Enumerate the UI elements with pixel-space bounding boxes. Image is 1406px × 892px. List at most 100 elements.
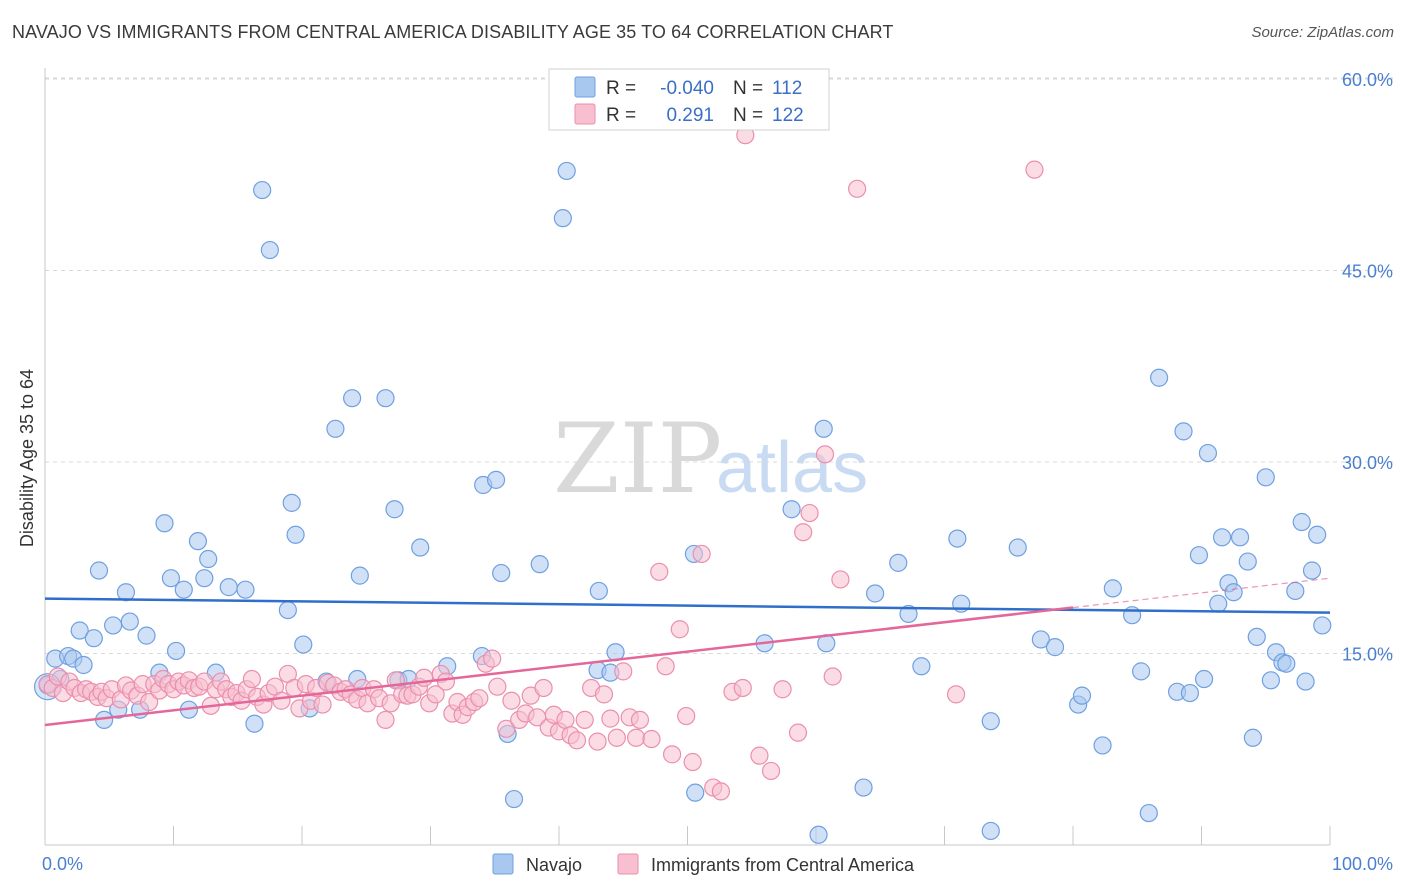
point-immigrants — [614, 662, 633, 681]
point-immigrants — [773, 680, 792, 699]
point-immigrants — [750, 746, 769, 765]
point-navajo — [350, 566, 369, 585]
bottom-legend-swatch-navajo — [492, 853, 514, 875]
point-navajo — [854, 778, 873, 797]
point-navajo — [174, 580, 193, 599]
point-navajo — [809, 825, 828, 844]
chart-title: NAVAJO VS IMMIGRANTS FROM CENTRAL AMERIC… — [12, 22, 894, 42]
point-immigrants — [848, 179, 867, 198]
point-immigrants — [800, 503, 819, 523]
point-immigrants — [630, 710, 650, 729]
point-navajo — [686, 783, 705, 802]
point-navajo — [530, 555, 549, 574]
point-immigrants — [594, 685, 614, 704]
legend-r-value-immigrants: 0.291 — [666, 105, 714, 126]
point-navajo — [981, 821, 1000, 841]
point-navajo — [1093, 736, 1112, 755]
point-navajo — [155, 514, 174, 533]
point-immigrants — [488, 677, 507, 696]
point-immigrants — [414, 668, 434, 687]
point-immigrants — [1025, 160, 1044, 179]
point-navajo — [1230, 528, 1250, 547]
point-immigrants — [313, 695, 332, 714]
point-navajo — [1194, 669, 1214, 689]
point-immigrants — [272, 691, 291, 710]
point-navajo — [866, 584, 885, 603]
point-navajo — [1224, 583, 1243, 602]
point-navajo — [260, 240, 279, 260]
point-navajo — [1008, 538, 1027, 557]
trend-lines — [44, 577, 1331, 727]
legend-n-value-navajo: 112 — [772, 78, 802, 99]
point-navajo — [278, 600, 297, 620]
point-navajo — [294, 635, 313, 654]
point-navajo — [161, 569, 181, 588]
point-navajo — [1313, 616, 1332, 635]
point-navajo — [899, 604, 918, 624]
point-immigrants — [946, 685, 966, 704]
point-navajo — [84, 629, 103, 648]
stats-legend: R = -0.040 N = 112 R = 0.291 N = 122 — [548, 68, 830, 131]
point-immigrants — [650, 562, 669, 581]
trend-line-immigrants — [44, 606, 1074, 727]
point-navajo — [253, 180, 272, 200]
point-immigrants — [567, 731, 587, 750]
point-navajo — [1139, 803, 1158, 823]
point-navajo — [1132, 662, 1151, 681]
point-immigrants — [426, 685, 445, 704]
point-immigrants — [761, 761, 781, 781]
point-navajo — [343, 389, 362, 408]
point-navajo — [326, 419, 345, 438]
point-navajo — [1247, 627, 1266, 647]
point-navajo — [553, 209, 572, 228]
point-navajo — [1031, 630, 1050, 649]
point-navajo — [236, 580, 255, 599]
point-navajo — [411, 538, 430, 557]
point-navajo — [1261, 671, 1280, 690]
point-navajo — [1286, 581, 1305, 601]
stats-legend-box — [548, 68, 830, 131]
point-navajo — [486, 470, 506, 489]
point-immigrants — [711, 782, 731, 801]
point-navajo — [376, 389, 395, 408]
bottom-legend-label-immigrants: Immigrants from Central America — [651, 855, 915, 875]
point-immigrants — [139, 692, 159, 712]
point-immigrants — [483, 649, 502, 668]
legend-n-value-immigrants: 122 — [772, 105, 804, 126]
series-immigrants-points — [38, 126, 1044, 801]
point-navajo — [912, 657, 931, 676]
point-navajo — [1212, 528, 1232, 547]
point-navajo — [1243, 728, 1263, 747]
point-navajo — [1292, 512, 1311, 532]
point-navajo — [1174, 422, 1193, 441]
point-immigrants — [656, 657, 675, 676]
x-tick-labels: 0.0% 100.0% — [42, 854, 1393, 874]
point-immigrants — [831, 570, 850, 589]
point-immigrants — [502, 691, 521, 710]
point-immigrants — [242, 669, 261, 689]
y-axis-title: Disability Age 35 to 64 — [17, 369, 37, 547]
point-navajo — [782, 500, 801, 519]
legend-swatch-immigrants — [574, 103, 596, 125]
watermark-zip: ZIP — [553, 403, 722, 515]
point-navajo — [245, 714, 264, 733]
point-immigrants — [534, 678, 553, 698]
point-navajo — [74, 655, 93, 675]
point-immigrants — [815, 445, 835, 464]
x-tick-label-min: 0.0% — [42, 854, 83, 874]
point-navajo — [1256, 468, 1275, 487]
legend-swatch-navajo — [574, 76, 596, 98]
point-navajo — [1072, 686, 1092, 705]
point-navajo — [1209, 594, 1228, 613]
point-navajo — [286, 525, 305, 544]
point-navajo — [219, 578, 238, 597]
point-immigrants — [692, 544, 711, 564]
legend-n-label-immigrants: N = — [733, 105, 763, 126]
point-immigrants — [497, 719, 516, 738]
point-immigrants — [662, 745, 682, 764]
point-navajo — [948, 529, 967, 548]
point-immigrants — [588, 732, 607, 751]
chart-source: Source: ZipAtlas.com — [1251, 24, 1394, 41]
point-navajo — [814, 419, 833, 438]
series-legend: Navajo Immigrants from Central America — [492, 853, 915, 875]
